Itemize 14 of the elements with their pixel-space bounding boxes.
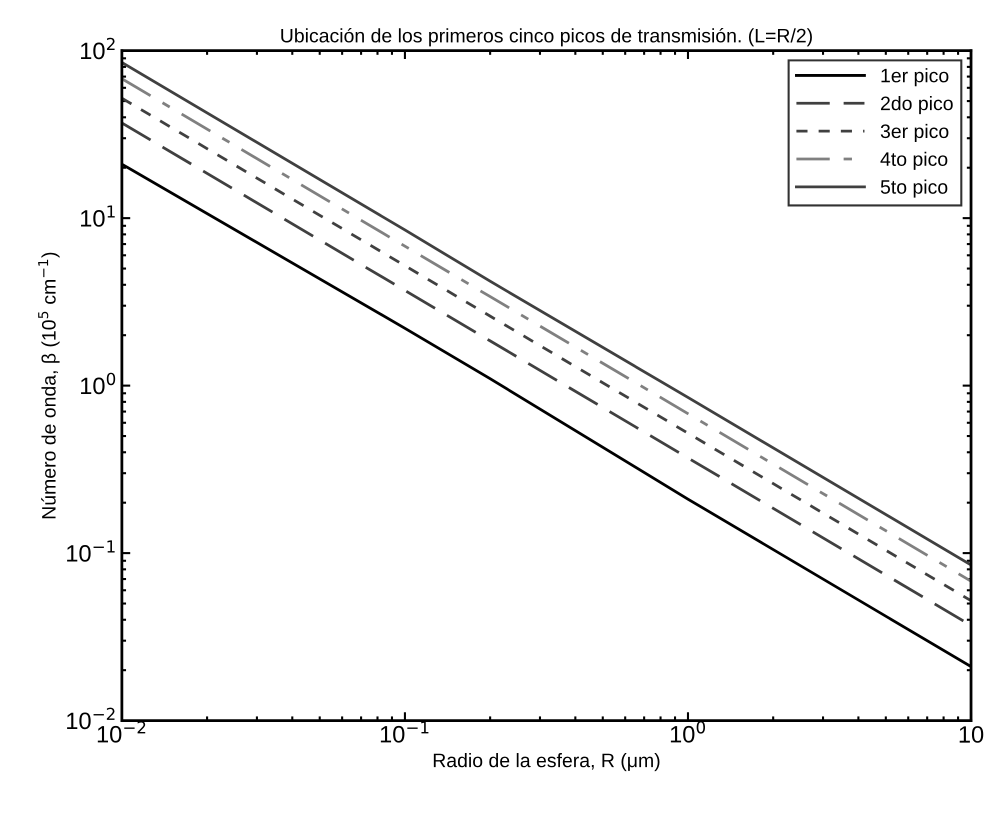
legend-label: 5to pico <box>880 180 948 198</box>
legend-label: 1er pico <box>882 68 948 86</box>
y-tick-label: 10$^{2}$ <box>81 38 115 60</box>
x-axis-title: Radio de la esfera, R (μm) <box>434 753 660 772</box>
y-tick-label: 10$^{0}$ <box>81 372 116 394</box>
chart-title: Ubicación de los primeros cinco picos de transmisión. (L=R/2) <box>281 28 812 46</box>
x-tick-label: 10 <box>960 726 984 743</box>
legend-label: 3er pico <box>880 124 948 142</box>
x-tick-label: 10$^{−1}$ <box>380 721 428 743</box>
y-axis-title: Número de onda, β (10$^{5}$ cm$^{−1}$) <box>38 252 60 518</box>
legend-label: 4to pico <box>880 152 948 170</box>
y-tick-label: 10$^{−1}$ <box>67 540 115 562</box>
legend-label: 2do pico <box>880 96 953 114</box>
y-tick-label: 10$^{1}$ <box>81 205 115 227</box>
